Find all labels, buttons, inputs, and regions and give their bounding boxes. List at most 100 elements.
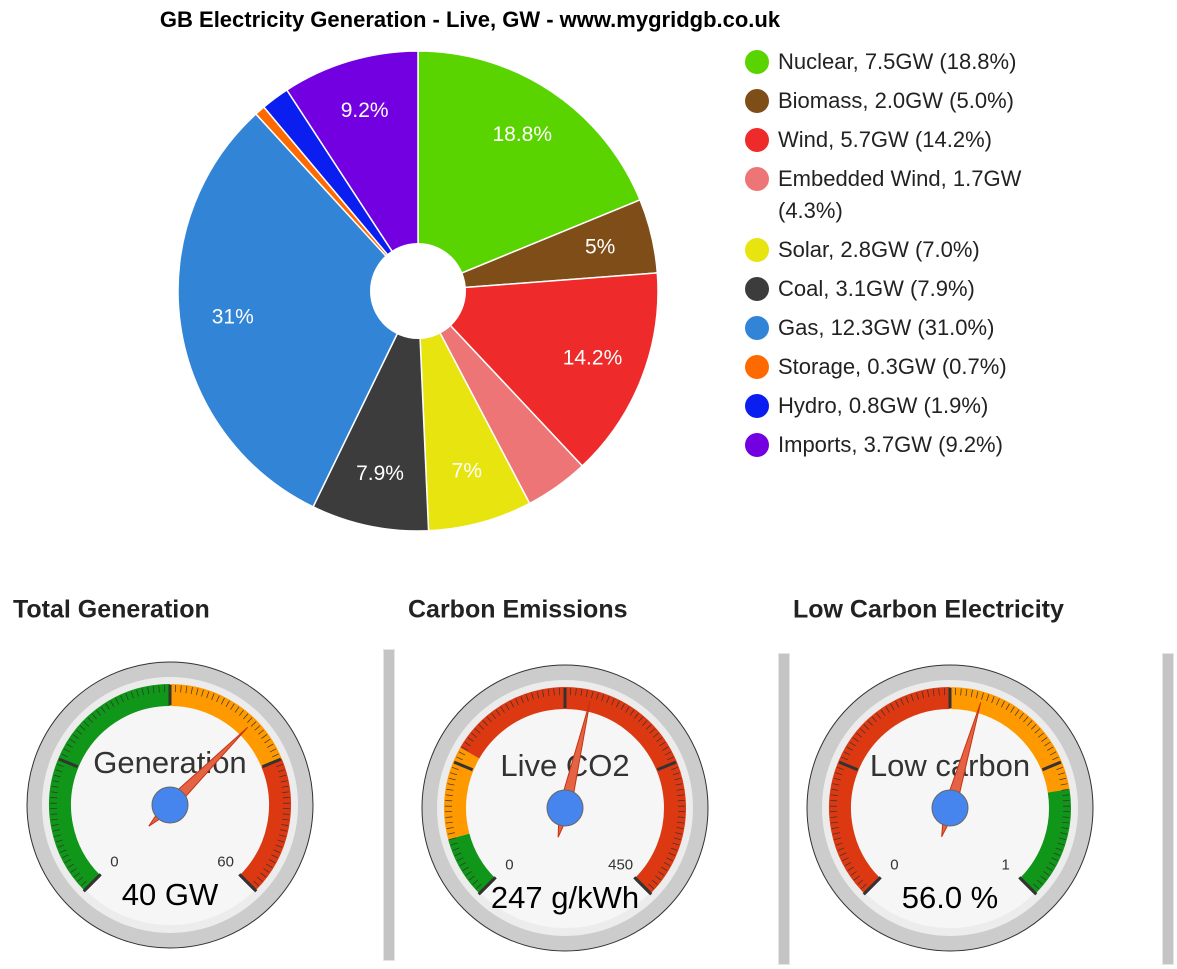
minor-tick — [263, 868, 270, 873]
minor-tick — [100, 706, 106, 713]
scrollbar — [1162, 653, 1174, 965]
minor-tick — [1055, 847, 1063, 851]
gauge-tick-label: 0 — [110, 854, 118, 871]
minor-tick — [1049, 751, 1057, 756]
minor-tick — [464, 741, 471, 747]
minor-tick — [547, 689, 550, 697]
gauge-tick-label: 1 — [1001, 857, 1009, 874]
major-tick — [453, 760, 474, 772]
minor-tick — [136, 689, 139, 697]
minor-tick — [72, 734, 79, 739]
minor-tick — [247, 717, 253, 723]
minor-tick — [451, 767, 459, 771]
minor-tick — [476, 883, 482, 890]
minor-tick — [1034, 728, 1041, 734]
minor-tick — [677, 816, 685, 818]
minor-tick — [1023, 716, 1029, 723]
minor-tick — [281, 785, 289, 788]
minor-tick — [1061, 788, 1069, 791]
legend-item: Wind, 5.7GW (14.2%) — [745, 124, 1065, 156]
gauge-band — [448, 833, 496, 894]
minor-tick — [596, 692, 599, 700]
minor-tick — [1018, 712, 1024, 719]
minor-tick — [141, 688, 144, 696]
minor-tick — [278, 834, 286, 838]
gauge-end-tick — [82, 873, 102, 893]
minor-tick — [450, 772, 458, 776]
minor-tick — [976, 691, 979, 699]
legend-swatch — [745, 433, 769, 457]
minor-tick — [996, 698, 1000, 706]
minor-tick — [648, 883, 654, 890]
minor-tick — [856, 732, 863, 738]
minor-tick — [649, 728, 656, 734]
minor-tick — [1058, 837, 1066, 841]
slice-label: 18.8% — [492, 123, 552, 146]
minor-tick — [1051, 857, 1058, 862]
slice-label: 5% — [585, 235, 615, 258]
minor-tick — [462, 866, 469, 871]
minor-tick — [658, 871, 665, 876]
minor-tick — [835, 842, 843, 846]
minor-tick — [515, 698, 519, 706]
minor-tick — [1047, 746, 1054, 751]
minor-tick — [79, 725, 86, 731]
minor-tick — [664, 751, 672, 756]
legend: Nuclear, 7.5GW (18.8%) Biomass, 2.0GW (5.… — [745, 46, 1065, 468]
minor-tick — [991, 696, 995, 704]
minor-tick — [76, 729, 83, 735]
minor-tick — [96, 709, 102, 716]
minor-tick — [981, 692, 984, 700]
gauge-end-tick — [862, 876, 882, 896]
gauge-end-tick — [238, 873, 258, 893]
minor-tick — [457, 857, 464, 862]
gauge-tick-label: 0 — [890, 857, 898, 874]
gauge-band — [949, 687, 1070, 793]
minor-tick — [276, 764, 284, 768]
pie-slice — [285, 50, 419, 294]
minor-tick — [280, 829, 288, 832]
minor-tick — [846, 746, 853, 751]
gauge-band — [444, 747, 480, 840]
minor-tick — [69, 738, 76, 744]
legend-label: Embedded Wind, 1.7GW (4.3%) — [778, 166, 1022, 223]
minor-tick — [1040, 875, 1047, 881]
gauge-heading: Carbon Emissions — [408, 596, 628, 624]
minor-tick — [282, 791, 290, 793]
minor-tick — [83, 721, 90, 727]
minor-tick — [275, 844, 283, 848]
slice-label: 7.9% — [356, 462, 404, 485]
minor-tick — [916, 692, 919, 700]
minor-tick — [841, 756, 848, 761]
minor-tick — [87, 717, 93, 723]
minor-tick — [638, 716, 644, 723]
minor-tick — [225, 700, 230, 708]
minor-tick — [57, 844, 65, 848]
minor-tick — [1060, 832, 1068, 835]
gauge-label: Live CO2 — [500, 748, 629, 783]
legend-swatch — [745, 394, 769, 418]
minor-tick — [677, 794, 685, 796]
minor-tick — [53, 774, 61, 778]
gauge-end-tick — [633, 876, 653, 896]
minor-tick — [1037, 732, 1044, 738]
minor-tick — [467, 737, 474, 742]
minor-tick — [1005, 703, 1010, 711]
legend-label: Solar, 2.8GW (7.0%) — [778, 237, 980, 262]
slice-label: 7% — [452, 459, 482, 482]
minor-tick — [1033, 883, 1039, 890]
legend-label: Biomass, 2.0GW (5.0%) — [778, 88, 1014, 113]
minor-tick — [843, 751, 851, 756]
minor-tick — [842, 857, 849, 862]
minor-tick — [1062, 821, 1070, 824]
pie-slice — [417, 290, 531, 532]
minor-tick — [905, 696, 909, 704]
scrollbar — [778, 653, 790, 965]
minor-tick — [629, 709, 635, 716]
minor-tick — [216, 695, 220, 703]
major-tick — [58, 757, 79, 769]
minor-tick — [271, 854, 278, 859]
minor-tick — [66, 743, 73, 748]
minor-tick — [536, 691, 539, 699]
